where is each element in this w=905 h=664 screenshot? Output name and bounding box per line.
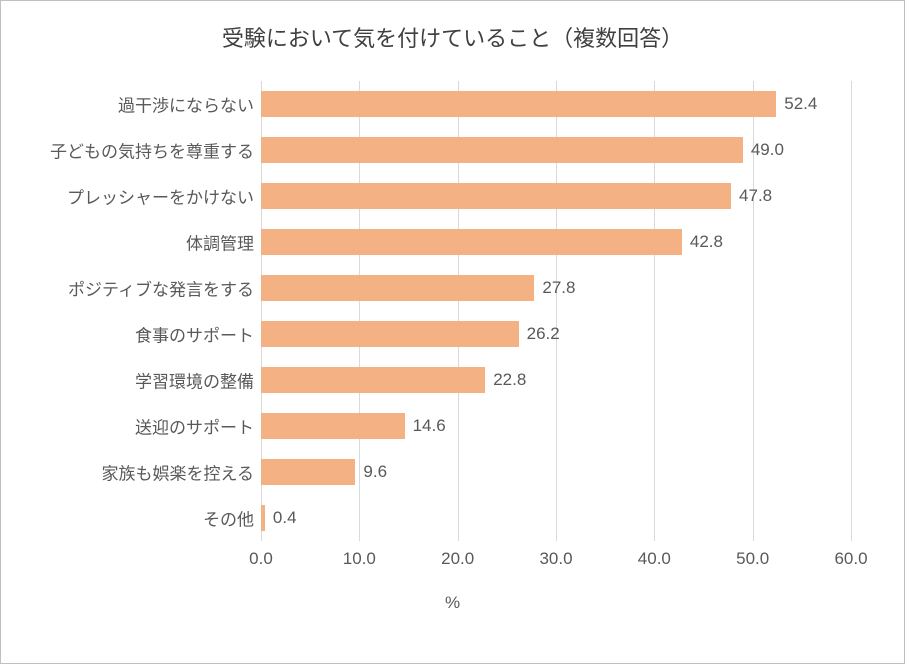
bar — [261, 229, 682, 255]
bar-row: 49.0 — [261, 127, 851, 173]
bar-row: 22.8 — [261, 357, 851, 403]
category-label: 食事のサポート — [135, 322, 254, 347]
category-label: ポジティブな発言をする — [68, 276, 254, 301]
category-label: その他 — [203, 506, 254, 531]
category-label: 子どもの気持ちを尊重する — [50, 138, 254, 163]
bar-value-label: 0.4 — [273, 508, 297, 528]
bar — [261, 505, 265, 531]
bar — [261, 459, 355, 485]
bar-value-label: 14.6 — [413, 416, 446, 436]
bar-row: 47.8 — [261, 173, 851, 219]
bar — [261, 137, 743, 163]
bar-value-label: 49.0 — [751, 140, 784, 160]
bar-row: 27.8 — [261, 265, 851, 311]
category-label: 過干渉にならない — [118, 92, 254, 117]
category-label: プレッシャーをかけない — [67, 184, 254, 209]
bar — [261, 367, 485, 393]
bar-value-label: 52.4 — [784, 94, 817, 114]
x-tick-label: 30.0 — [539, 549, 572, 569]
bar-value-label: 27.8 — [542, 278, 575, 298]
bar-value-label: 42.8 — [690, 232, 723, 252]
bar — [261, 275, 534, 301]
chart-title: 受験において気を付けていること（複数回答） — [1, 1, 904, 53]
gridline — [851, 81, 852, 541]
x-tick-label: 50.0 — [736, 549, 769, 569]
bar — [261, 183, 731, 209]
x-tick-label: 40.0 — [638, 549, 671, 569]
x-tick-label: 10.0 — [343, 549, 376, 569]
bar-value-label: 9.6 — [363, 462, 387, 482]
bar-value-label: 47.8 — [739, 186, 772, 206]
chart-container: 受験において気を付けていること（複数回答） 52.4 49.0 47.8 42.8 27… — [0, 0, 905, 664]
bar — [261, 321, 519, 347]
bar — [261, 91, 776, 117]
category-label: 学習環境の整備 — [135, 368, 254, 393]
x-tick-label: 60.0 — [834, 549, 867, 569]
bar-row: 0.4 — [261, 495, 851, 541]
category-label: 送迎のサポート — [135, 414, 254, 439]
x-tick-label: 20.0 — [441, 549, 474, 569]
x-axis-title: % — [445, 593, 460, 613]
bar-row: 52.4 — [261, 81, 851, 127]
bar-row: 14.6 — [261, 403, 851, 449]
bar-row: 9.6 — [261, 449, 851, 495]
bar-value-label: 22.8 — [493, 370, 526, 390]
x-tick-label: 0.0 — [249, 549, 273, 569]
bar — [261, 413, 405, 439]
bar-row: 26.2 — [261, 311, 851, 357]
bar-value-label: 26.2 — [527, 324, 560, 344]
plot-area: 52.4 49.0 47.8 42.8 27.8 26.2 22.8 14.6 9.6 0.4 — [261, 81, 851, 541]
bar-row: 42.8 — [261, 219, 851, 265]
category-label: 家族も娯楽を控える — [102, 460, 255, 485]
category-label: 体調管理 — [186, 230, 254, 255]
